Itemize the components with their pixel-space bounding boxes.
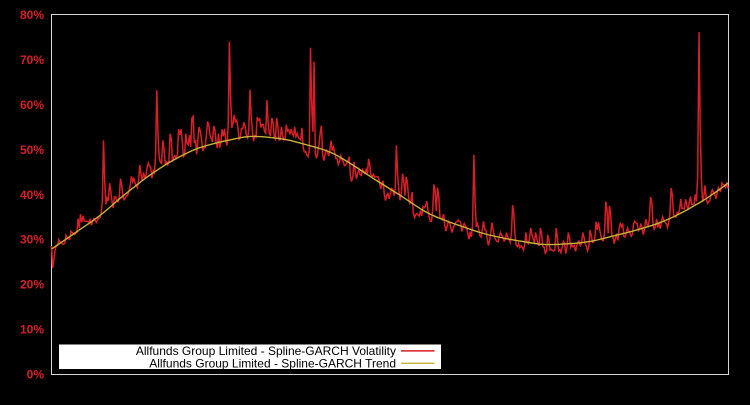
svg-text:0%: 0% — [27, 368, 45, 382]
svg-text:Allfunds Group Limited - Splin: Allfunds Group Limited - Spline-GARCH Vo… — [136, 344, 396, 358]
svg-text:Allfunds Group Limited - Splin: Allfunds Group Limited - Spline-GARCH Tr… — [149, 356, 396, 370]
svg-text:10%: 10% — [20, 323, 44, 337]
svg-text:20%: 20% — [20, 278, 44, 292]
svg-text:50%: 50% — [20, 143, 44, 157]
svg-text:40%: 40% — [20, 188, 44, 202]
svg-text:30%: 30% — [20, 233, 44, 247]
svg-text:60%: 60% — [20, 98, 44, 112]
svg-text:80%: 80% — [20, 8, 44, 22]
svg-text:70%: 70% — [20, 53, 44, 67]
